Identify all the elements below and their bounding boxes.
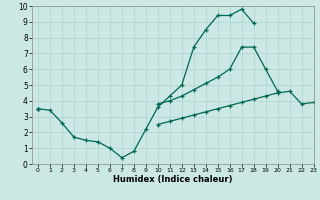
X-axis label: Humidex (Indice chaleur): Humidex (Indice chaleur) — [113, 175, 233, 184]
